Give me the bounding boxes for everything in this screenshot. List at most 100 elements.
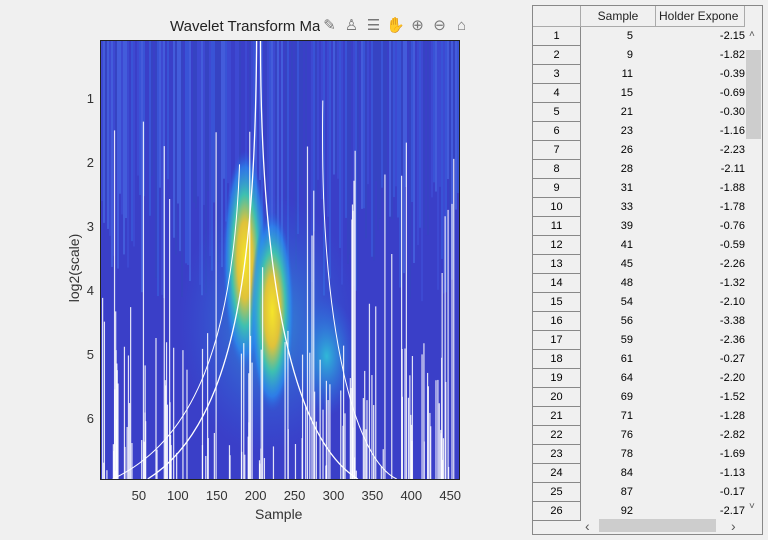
table-row[interactable]: 17 59 -2.36 (533, 331, 745, 350)
holder-exponent-cell[interactable]: -0.76 (719, 220, 745, 232)
table-row[interactable]: 20 69 -1.52 (533, 388, 745, 407)
holder-exponent-cell[interactable]: -1.78 (719, 201, 745, 213)
sample-cell[interactable]: 15 (620, 87, 633, 99)
holder-exponent-cell[interactable]: -3.38 (719, 315, 745, 327)
sample-cell[interactable]: 71 (620, 410, 633, 422)
vertical-scroll-thumb[interactable] (746, 50, 761, 139)
holder-exponent-cell[interactable]: -1.69 (719, 448, 745, 460)
legend-icon[interactable]: ☰ (366, 17, 381, 34)
table-row[interactable]: 3 11 -0.39 (533, 65, 745, 84)
holder-exponent-cell[interactable]: -0.17 (719, 486, 745, 498)
table-row[interactable]: 16 56 -3.38 (533, 312, 745, 331)
sample-cell[interactable]: 23 (620, 125, 633, 137)
sample-cell[interactable]: 9 (626, 49, 633, 61)
holder-exponent-cell[interactable]: -2.26 (719, 258, 745, 270)
sample-cell[interactable]: 21 (620, 106, 633, 118)
table-row[interactable]: 26 92 -2.17 (533, 502, 745, 521)
table-row[interactable]: 15 54 -2.10 (533, 293, 745, 312)
holder-exponent-cell[interactable]: -2.11 (720, 163, 745, 175)
sample-cell[interactable]: 69 (620, 391, 633, 403)
holder-exponent-cell[interactable]: -0.27 (719, 353, 745, 365)
table-row[interactable]: 6 23 -1.16 (533, 122, 745, 141)
sample-cell[interactable]: 28 (620, 163, 633, 175)
table-row[interactable]: 8 28 -2.11 (533, 160, 745, 179)
scalogram-axes[interactable] (100, 40, 460, 480)
sample-cell[interactable]: 92 (620, 505, 633, 517)
holder-exponent-cell[interactable]: -0.69 (719, 87, 745, 99)
holder-exponent-cell[interactable]: -2.23 (719, 144, 745, 156)
holder-exponent-cell[interactable]: -2.10 (719, 296, 745, 308)
holder-exponent-cell[interactable]: -1.16 (719, 125, 745, 137)
sample-cell[interactable]: 56 (620, 315, 633, 327)
sample-cell[interactable]: 59 (620, 334, 633, 346)
holder-exponent-cell[interactable]: -1.13 (719, 467, 745, 479)
table-row[interactable]: 4 15 -0.69 (533, 84, 745, 103)
table-row[interactable]: 21 71 -1.28 (533, 407, 745, 426)
scroll-left-icon[interactable]: ‹ (585, 518, 590, 534)
sample-cell[interactable]: 78 (620, 448, 633, 460)
holder-exponent-cell[interactable]: -0.59 (719, 239, 745, 251)
holder-exponent-cell[interactable]: -1.28 (719, 410, 745, 422)
vertical-scrollbar[interactable]: ˄ ˅ (745, 27, 762, 517)
sample-cell[interactable]: 48 (620, 277, 633, 289)
sample-cell[interactable]: 11 (621, 68, 633, 80)
table-row[interactable]: 24 84 -1.13 (533, 464, 745, 483)
sample-cell[interactable]: 54 (620, 296, 633, 308)
coefficient-stripe (355, 41, 357, 291)
table-row[interactable]: 10 33 -1.78 (533, 198, 745, 217)
holder-exponent-cell[interactable]: -2.20 (719, 372, 745, 384)
holder-exponent-cell[interactable]: -2.82 (719, 429, 745, 441)
scroll-down-icon[interactable]: ˅ (749, 501, 755, 512)
pan-hand-icon[interactable]: ✋ (386, 17, 405, 34)
sample-cell[interactable]: 26 (620, 144, 633, 156)
brush-icon[interactable]: ♙ (344, 17, 359, 34)
sample-cell[interactable]: 5 (626, 30, 633, 42)
table-row[interactable]: 25 87 -0.17 (533, 483, 745, 502)
table-row[interactable]: 5 21 -0.30 (533, 103, 745, 122)
table-row[interactable]: 13 45 -2.26 (533, 255, 745, 274)
x-tick-label: 250 (283, 488, 306, 503)
table-row[interactable]: 2 9 -1.82 (533, 46, 745, 65)
sample-cell[interactable]: 87 (620, 486, 633, 498)
table-row[interactable]: 9 31 -1.88 (533, 179, 745, 198)
table-row[interactable]: 18 61 -0.27 (533, 350, 745, 369)
column-header-holder-exponent[interactable]: Holder Expone (656, 6, 745, 27)
table-row[interactable]: 22 76 -2.82 (533, 426, 745, 445)
holder-exponent-cell[interactable]: -1.52 (719, 391, 745, 403)
table-row[interactable]: 23 78 -1.69 (533, 445, 745, 464)
coefficient-stripe (263, 41, 265, 268)
horizontal-scroll-thumb[interactable] (599, 519, 716, 532)
zoom-out-icon[interactable]: ⊖ (433, 17, 446, 34)
holder-exponent-cell[interactable]: -2.15 (719, 30, 745, 42)
sample-cell[interactable]: 84 (620, 467, 633, 479)
holder-exponent-cell[interactable]: -0.39 (719, 68, 745, 80)
holder-exponent-cell[interactable]: -2.17 (719, 505, 745, 517)
sample-cell[interactable]: 76 (620, 429, 633, 441)
sample-cell[interactable]: 45 (620, 258, 633, 270)
holder-exponent-cell[interactable]: -1.88 (719, 182, 745, 194)
holder-exponent-cell[interactable]: -2.36 (719, 334, 745, 346)
column-header-sample[interactable]: Sample (581, 6, 656, 27)
home-icon[interactable]: ⌂ (456, 17, 467, 34)
holder-exponent-cell[interactable]: -0.30 (719, 106, 745, 118)
table-row[interactable]: 12 41 -0.59 (533, 236, 745, 255)
table-row[interactable]: 14 48 -1.32 (533, 274, 745, 293)
zoom-in-icon[interactable]: ⊕ (411, 17, 424, 34)
holder-exponent-table[interactable]: Sample Holder Expone 1 5 -2.15 2 9 -1.82 3 11 -0… (532, 5, 763, 535)
table-row[interactable]: 1 5 -2.15 (533, 27, 745, 46)
sample-cell[interactable]: 41 (620, 239, 633, 251)
scroll-right-icon[interactable]: › (731, 518, 736, 534)
edit-icon[interactable]: ✎ (323, 17, 336, 34)
table-row[interactable]: 11 39 -0.76 (533, 217, 745, 236)
table-row[interactable]: 19 64 -2.20 (533, 369, 745, 388)
horizontal-scrollbar[interactable]: ‹ › (581, 517, 745, 534)
sample-cell[interactable]: 33 (620, 201, 633, 213)
holder-exponent-cell[interactable]: -1.82 (719, 49, 745, 61)
sample-cell[interactable]: 64 (620, 372, 633, 384)
holder-exponent-cell[interactable]: -1.32 (719, 277, 745, 289)
scroll-up-icon[interactable]: ˄ (749, 29, 755, 40)
sample-cell[interactable]: 61 (620, 353, 633, 365)
sample-cell[interactable]: 31 (620, 182, 633, 194)
table-row[interactable]: 7 26 -2.23 (533, 141, 745, 160)
sample-cell[interactable]: 39 (620, 220, 633, 232)
